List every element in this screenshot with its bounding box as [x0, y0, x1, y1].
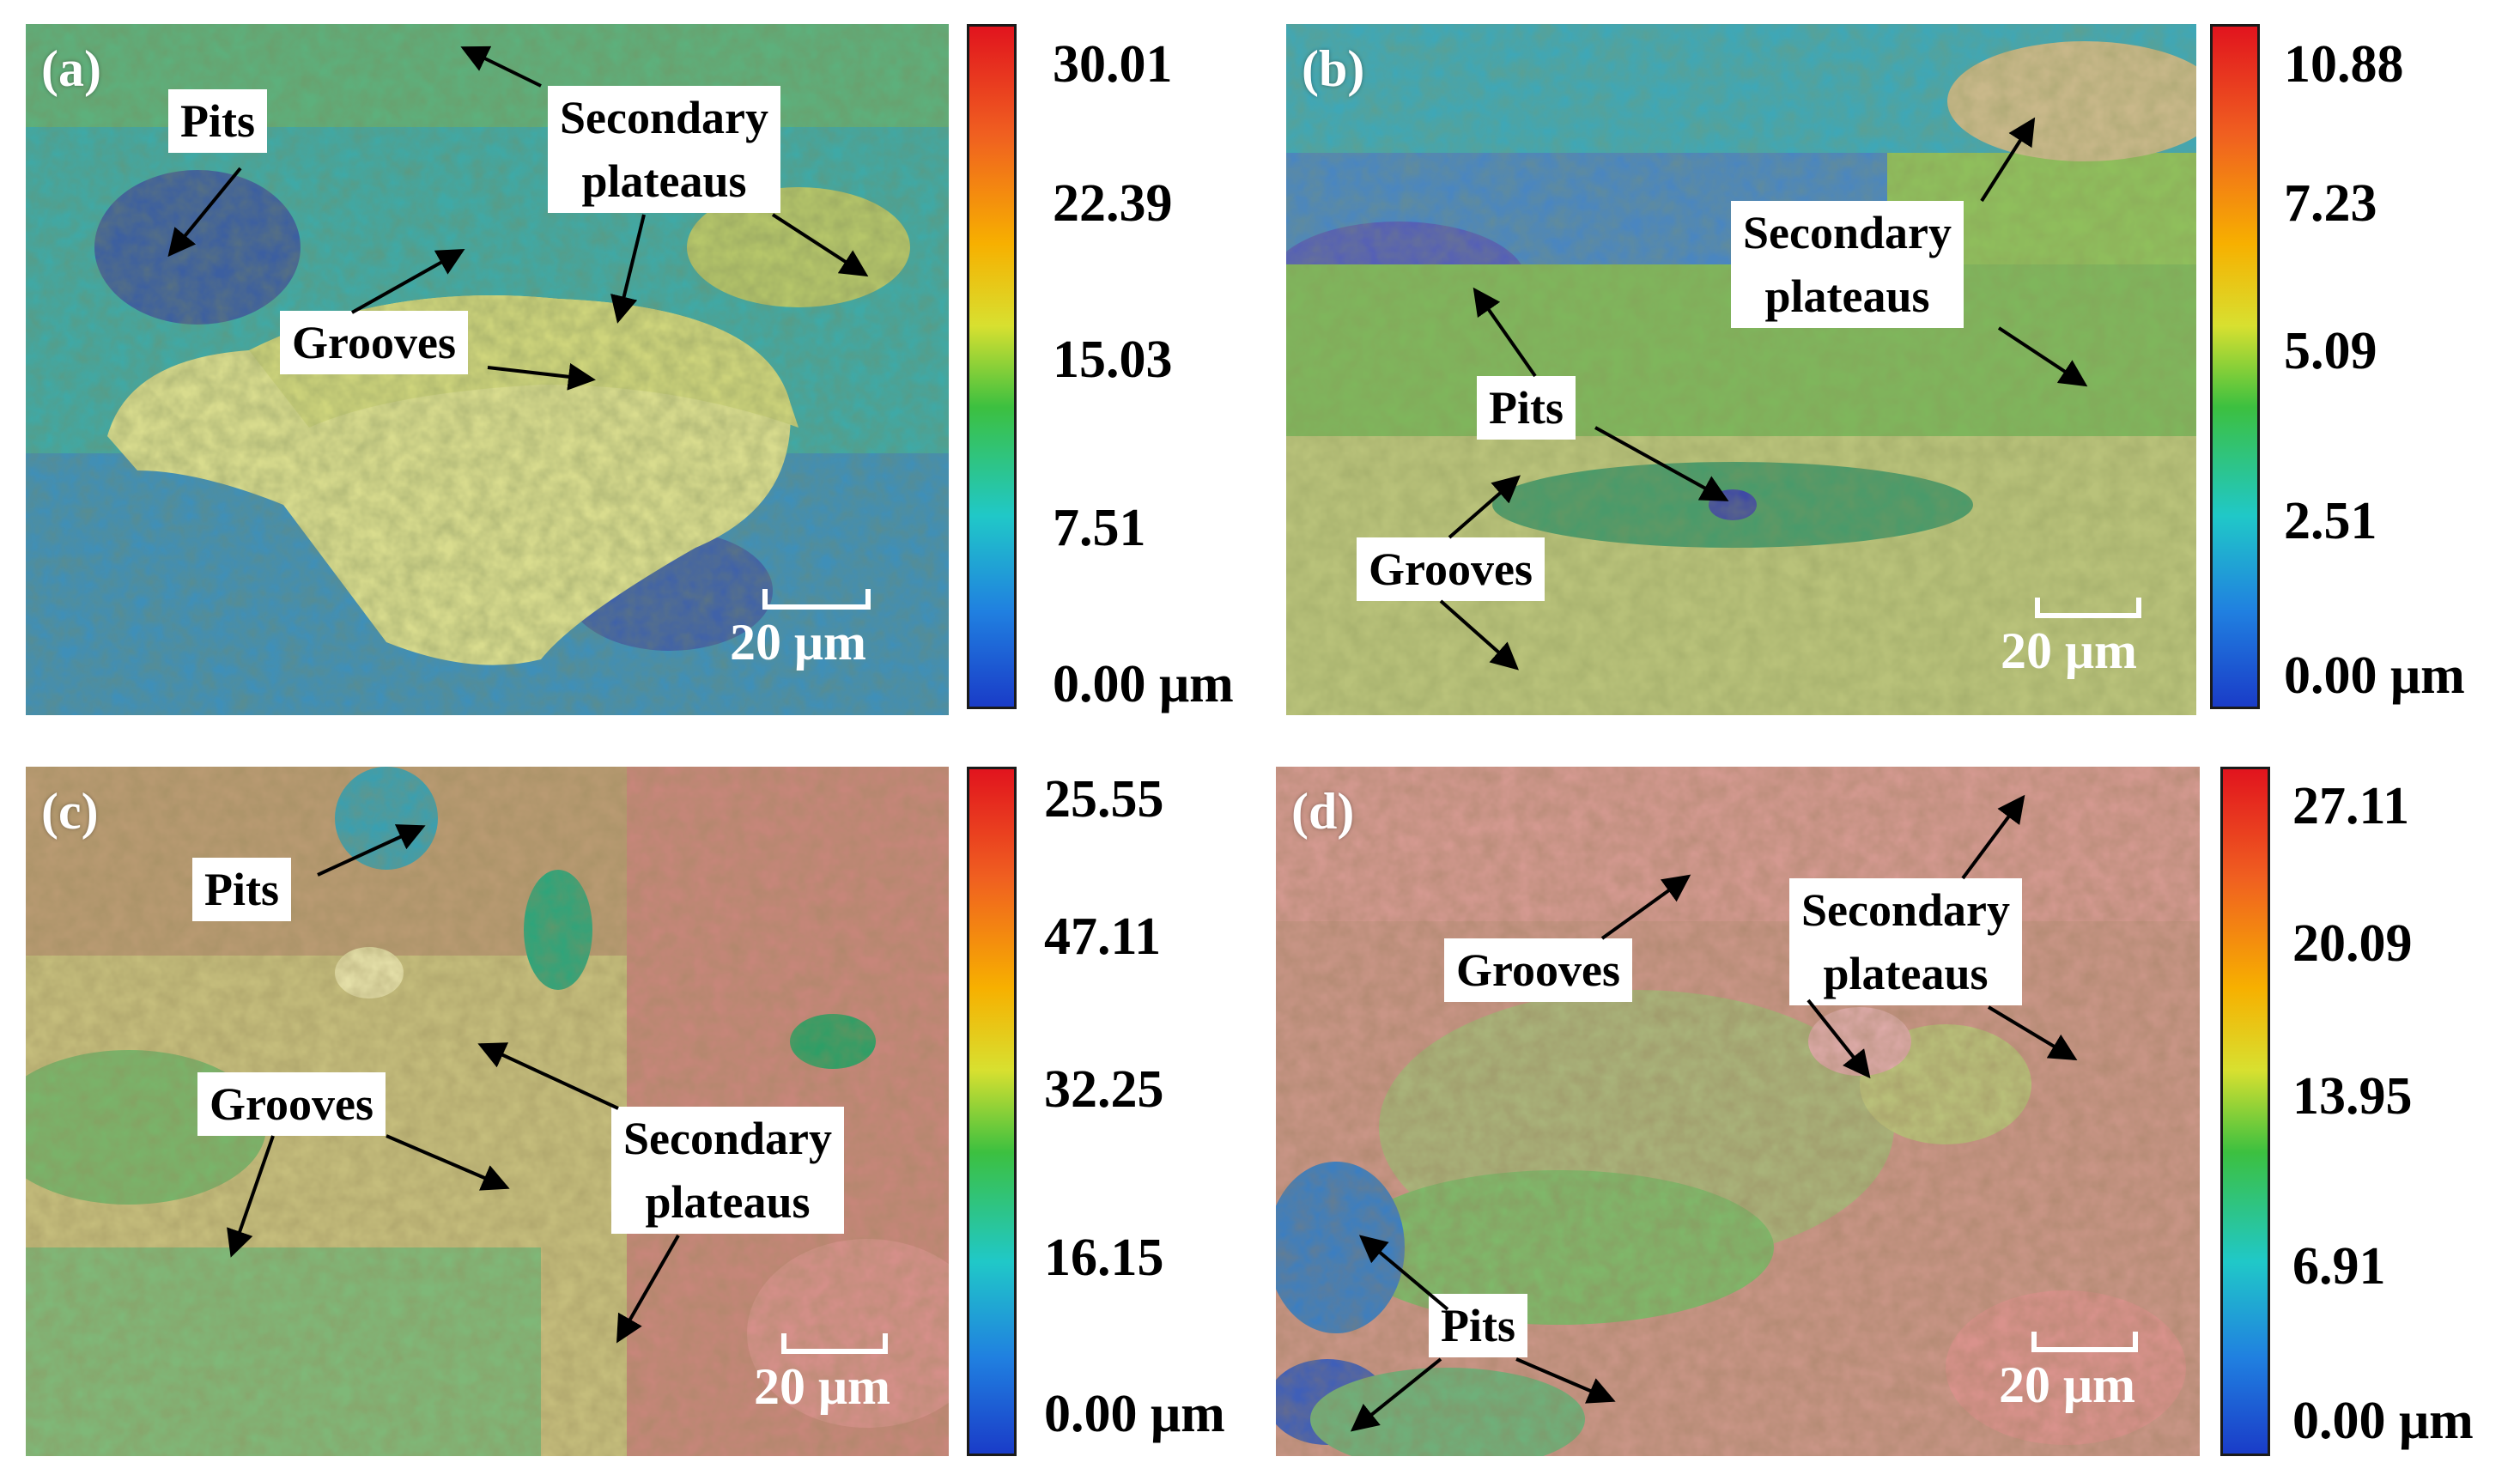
pits-label: Pits — [168, 89, 267, 153]
pits-label: Pits — [192, 858, 291, 921]
color-scale-tick: 0.00 μm — [1053, 655, 1234, 713]
color-scale-tick: 5.09 — [2284, 322, 2377, 380]
grooves-label: Grooves — [1357, 537, 1545, 601]
secondary-plateaus-label: Secondary plateaus — [548, 86, 780, 213]
panel-d: (d) Grooves Secondary plateaus Pits 20 μ… — [1276, 767, 2200, 1456]
panel-label-a: (a) — [41, 40, 101, 97]
scale-bar-text: 20 μm — [1999, 1357, 2135, 1413]
color-scale-tick: 7.23 — [2284, 174, 2377, 233]
color-scale-tick: 13.95 — [2292, 1067, 2413, 1126]
label-line-1: Secondary — [1801, 884, 2010, 936]
secondary-plateaus-label: Secondary plateaus — [611, 1107, 844, 1234]
scale-bar-text: 20 μm — [730, 614, 866, 671]
color-scale-tick: 22.39 — [1053, 174, 1173, 233]
height-map-d — [1276, 767, 2200, 1456]
color-scale-tick: 16.15 — [1044, 1229, 1164, 1287]
secondary-plateaus-label: Secondary plateaus — [1789, 878, 2022, 1005]
pits-label: Pits — [1429, 1294, 1527, 1357]
label-line-1: Secondary — [560, 92, 768, 143]
label-line-1: Secondary — [623, 1113, 832, 1164]
color-scale-tick: 20.09 — [2292, 914, 2413, 973]
color-scale-tick: 0.00 μm — [1044, 1385, 1225, 1443]
color-scale-tick: 47.11 — [1044, 907, 1162, 966]
color-scale-tick: 0.00 μm — [2292, 1392, 2474, 1450]
label-line-2: plateaus — [581, 155, 747, 207]
color-scale-tick: 7.51 — [1053, 499, 1146, 557]
scale-bar-line — [781, 1333, 888, 1354]
scale-bar-text: 20 μm — [754, 1358, 890, 1415]
label-line-1: Secondary — [1743, 207, 1952, 258]
grooves-label: Grooves — [280, 311, 468, 374]
color-scale-a — [967, 24, 1017, 709]
scale-bar-line — [2035, 598, 2141, 618]
color-scale-tick: 0.00 μm — [2284, 646, 2465, 705]
color-scale-tick: 15.03 — [1053, 331, 1173, 389]
panel-label-b: (b) — [1302, 40, 1365, 97]
scale-bar-line — [762, 589, 871, 610]
color-scale-b — [2210, 24, 2260, 709]
scale-bar-line — [2031, 1332, 2138, 1352]
panel-label-c: (c) — [41, 783, 99, 840]
panel-c: (c) Pits Grooves Secondary plateaus 20 μ… — [26, 767, 949, 1456]
label-line-2: plateaus — [1764, 270, 1930, 322]
color-scale-tick: 30.01 — [1053, 35, 1173, 94]
color-scale-tick: 6.91 — [2292, 1237, 2386, 1296]
color-scale-tick: 32.25 — [1044, 1060, 1164, 1119]
panel-b: (b) Secondary plateaus Pits Grooves 20 μ… — [1286, 24, 2196, 715]
color-scale-tick: 27.11 — [2292, 777, 2410, 835]
grooves-label: Grooves — [1444, 938, 1632, 1002]
color-scale-c — [967, 767, 1017, 1456]
panel-label-d: (d) — [1291, 783, 1355, 840]
height-map-a — [26, 24, 949, 715]
color-scale-d — [2220, 767, 2270, 1456]
pits-label: Pits — [1477, 376, 1576, 440]
color-scale-tick: 2.51 — [2284, 492, 2377, 550]
label-line-2: plateaus — [1823, 948, 1989, 999]
scale-bar-text: 20 μm — [2001, 622, 2137, 679]
secondary-plateaus-label: Secondary plateaus — [1731, 201, 1964, 328]
color-scale-tick: 10.88 — [2284, 35, 2404, 94]
grooves-label: Grooves — [197, 1072, 386, 1136]
label-line-2: plateaus — [645, 1176, 811, 1228]
color-scale-tick: 25.55 — [1044, 770, 1164, 829]
panel-a: (a) Pits Secondary plateaus Grooves 20 μ… — [26, 24, 949, 715]
